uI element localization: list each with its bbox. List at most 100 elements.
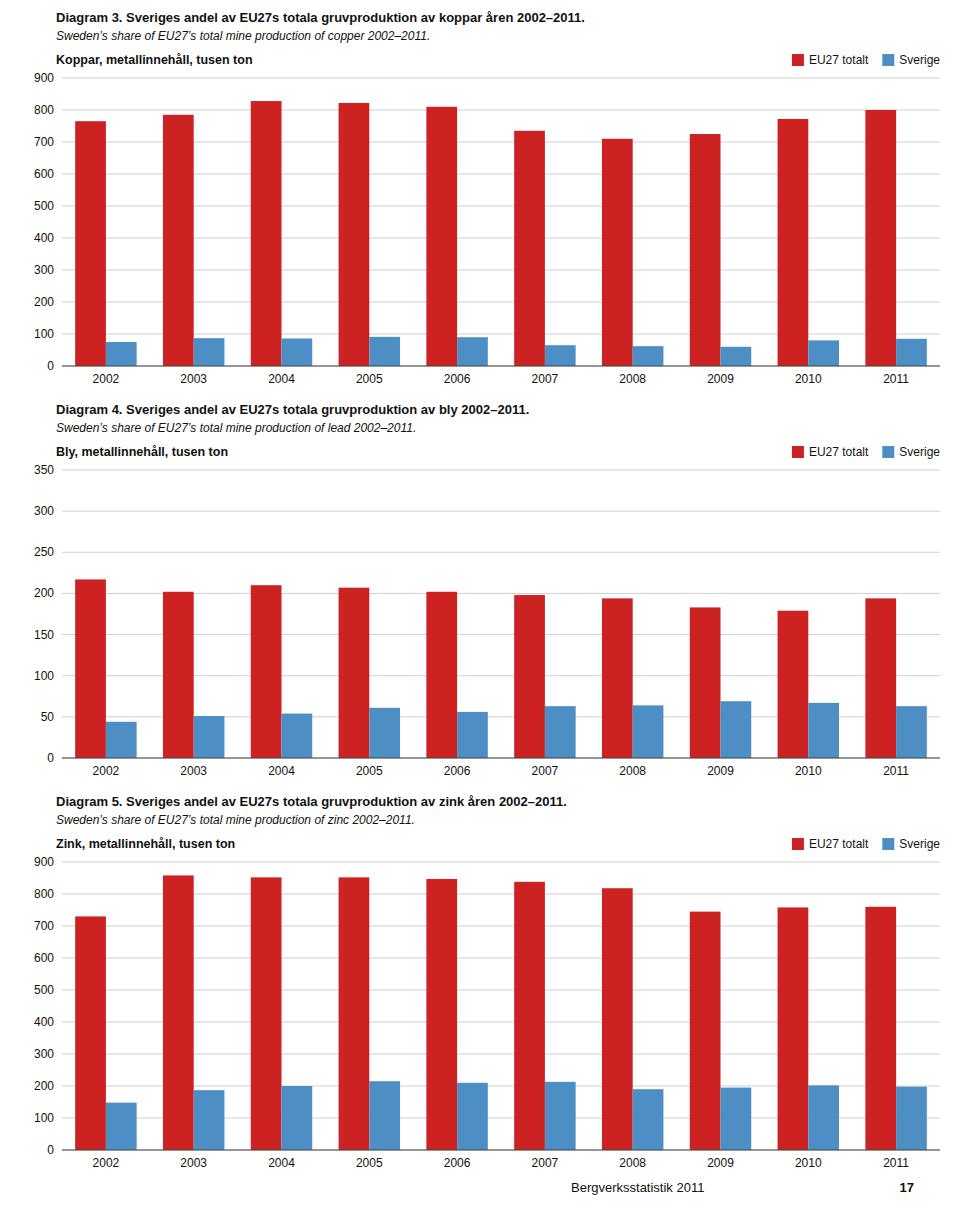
tick-label: 50 <box>41 710 55 724</box>
tick-label: 2002 <box>93 764 120 778</box>
bar <box>75 916 106 1150</box>
grid-line <box>62 552 940 553</box>
bar <box>602 598 633 758</box>
bar <box>251 877 282 1150</box>
tick-label: 250 <box>34 545 54 559</box>
footer-text: 17 <box>900 1180 914 1195</box>
bar <box>778 907 809 1150</box>
x-axis <box>62 366 940 367</box>
bars <box>75 875 927 1150</box>
tick-label: 2005 <box>356 372 383 386</box>
bar <box>545 706 576 758</box>
tick-label: 200 <box>34 295 54 309</box>
tick-label: 2008 <box>619 372 646 386</box>
title: Diagram 5. Sveriges andel av EU27s total… <box>56 794 567 809</box>
tick-label: 2002 <box>93 1156 120 1170</box>
chart: Diagram 5. Sveriges andel av EU27s total… <box>34 794 940 1195</box>
bar <box>106 1103 137 1150</box>
tick-label: 300 <box>34 504 54 518</box>
bar <box>865 598 896 758</box>
bar <box>369 1081 400 1150</box>
tick-label: 2006 <box>444 372 471 386</box>
grid-line <box>62 470 940 471</box>
bar <box>194 1090 225 1150</box>
bar <box>633 705 664 758</box>
legend-label: EU27 totalt <box>809 837 869 851</box>
tick-label: 2007 <box>532 764 559 778</box>
tick-label: 350 <box>34 463 54 477</box>
tick-label: 800 <box>34 887 54 901</box>
tick-label: 2009 <box>707 1156 734 1170</box>
tick-label: 2005 <box>356 764 383 778</box>
tick-label: 150 <box>34 628 54 642</box>
tick-label: 700 <box>34 135 54 149</box>
bar <box>282 1086 313 1150</box>
subtitle: Sweden’s share of EU27’s total mine prod… <box>56 29 430 43</box>
grid-line <box>62 758 940 759</box>
grid-line <box>62 78 940 79</box>
bar <box>514 882 545 1150</box>
tick-label: 2004 <box>268 764 295 778</box>
bar <box>633 1089 664 1150</box>
bar <box>721 1088 752 1150</box>
legend-label: Sverige <box>899 53 940 67</box>
tick-label: 300 <box>34 1047 54 1061</box>
tick-label: 100 <box>34 669 54 683</box>
bar <box>369 337 400 366</box>
bar <box>194 338 225 366</box>
x-axis <box>62 1150 940 1151</box>
x-axis <box>62 758 940 759</box>
bar <box>339 588 370 758</box>
bars <box>75 579 927 758</box>
bar <box>896 339 927 366</box>
bar <box>163 875 194 1150</box>
bar <box>778 611 809 758</box>
page: Diagram 3. Sveriges andel av EU27s total… <box>0 0 960 1216</box>
axis-label: Zink, metallinnehåll, tusen ton <box>56 837 235 851</box>
tick-label: 2010 <box>795 372 822 386</box>
bar <box>865 907 896 1150</box>
bar <box>690 607 721 758</box>
tick-label: 200 <box>34 586 54 600</box>
subtitle: Sweden’s share of EU27’s total mine prod… <box>56 421 416 435</box>
tick-label: 800 <box>34 103 54 117</box>
legend: SverigeEU27 totalt <box>792 445 940 459</box>
bar <box>282 338 313 366</box>
axis-label: Bly, metallinnehåll, tusen ton <box>56 445 228 459</box>
grid-line <box>62 110 940 111</box>
footer-text: Bergverksstatistik 2011 <box>571 1180 704 1195</box>
legend-label: Sverige <box>899 445 940 459</box>
bar <box>457 712 488 758</box>
subtitle: Sweden’s share of EU27’s total mine prod… <box>56 813 415 827</box>
tick-label: 700 <box>34 919 54 933</box>
bar <box>457 337 488 366</box>
bar <box>690 134 721 366</box>
bar <box>808 1085 839 1150</box>
tick-label: 2010 <box>795 1156 822 1170</box>
tick-label: 600 <box>34 951 54 965</box>
tick-label: 400 <box>34 231 54 245</box>
tick-label: 2002 <box>93 372 120 386</box>
tick-label: 2009 <box>707 372 734 386</box>
bar <box>602 888 633 1150</box>
bar <box>282 714 313 758</box>
tick-label: 400 <box>34 1015 54 1029</box>
tick-label: 100 <box>34 327 54 341</box>
title: Diagram 4. Sveriges andel av EU27s total… <box>56 402 529 417</box>
tick-label: 2004 <box>268 372 295 386</box>
bar <box>163 115 194 366</box>
chart: Diagram 4. Sveriges andel av EU27s total… <box>34 402 940 778</box>
bar <box>633 346 664 366</box>
bar <box>251 101 282 366</box>
tick-label: 500 <box>34 983 54 997</box>
bars <box>75 101 927 366</box>
legend-swatch <box>882 838 894 850</box>
tick-label: 100 <box>34 1111 54 1125</box>
tick-label: 2003 <box>180 1156 207 1170</box>
bar <box>514 595 545 758</box>
bar <box>163 592 194 758</box>
bar <box>75 121 106 366</box>
tick-label: 2003 <box>180 372 207 386</box>
chart: Diagram 3. Sveriges andel av EU27s total… <box>34 10 940 386</box>
bar <box>721 701 752 758</box>
